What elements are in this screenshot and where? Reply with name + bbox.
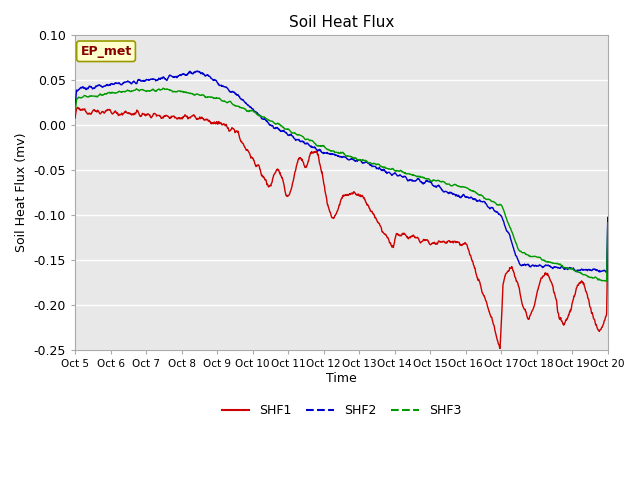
Title: Soil Heat Flux: Soil Heat Flux bbox=[289, 15, 394, 30]
Text: EP_met: EP_met bbox=[81, 45, 132, 58]
Y-axis label: Soil Heat Flux (mv): Soil Heat Flux (mv) bbox=[15, 133, 28, 252]
Legend: SHF1, SHF2, SHF3: SHF1, SHF2, SHF3 bbox=[216, 399, 466, 422]
X-axis label: Time: Time bbox=[326, 372, 356, 385]
